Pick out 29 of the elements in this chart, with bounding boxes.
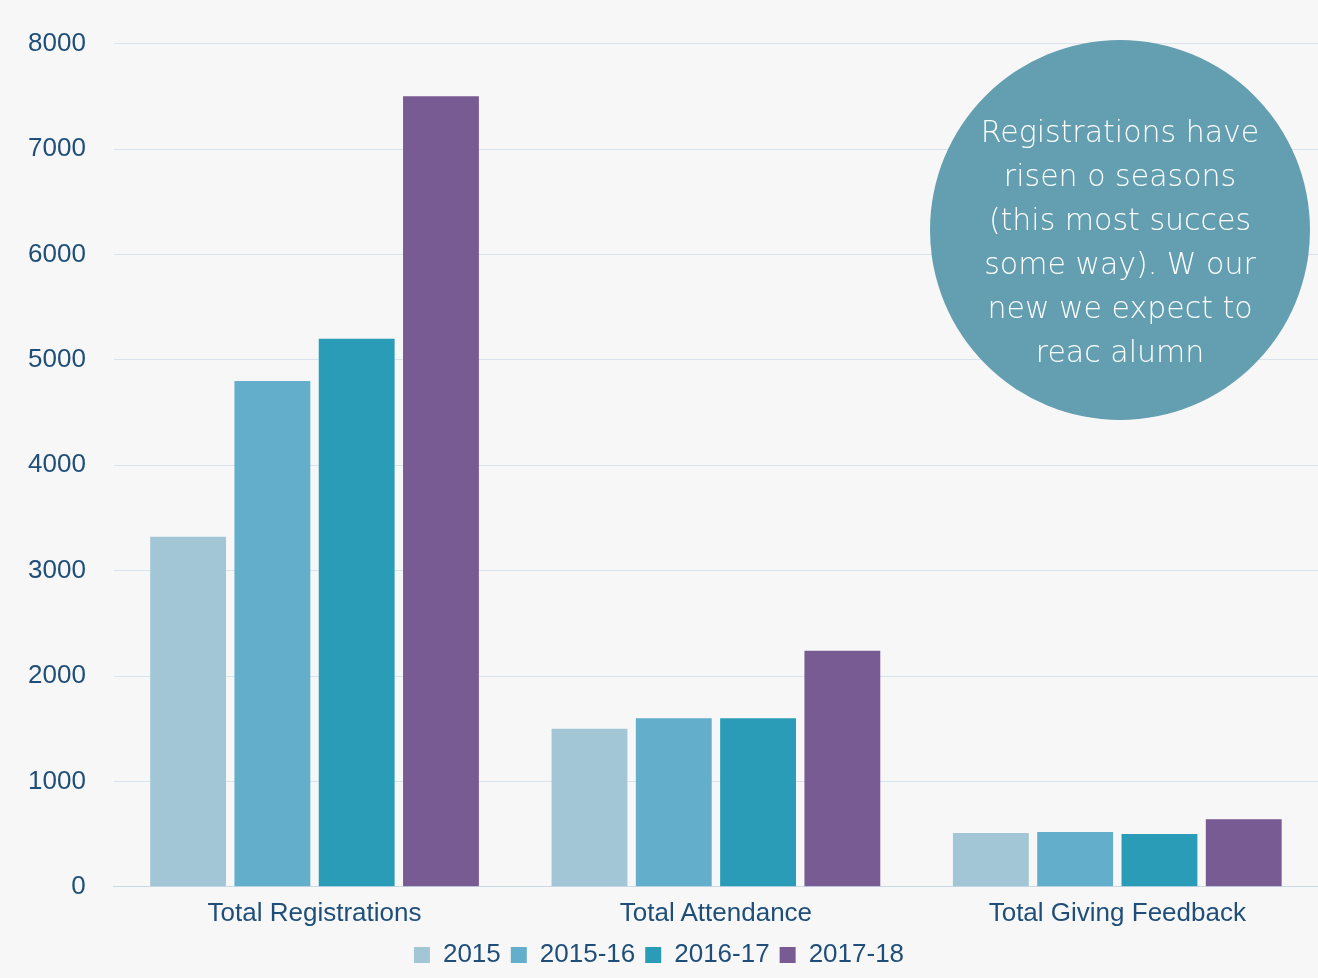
bar [635, 718, 712, 887]
bar [804, 650, 881, 887]
legend-label: 2017-18 [808, 938, 905, 969]
y-tick-label: 4000 [28, 448, 86, 479]
y-tick-label: 7000 [28, 132, 86, 163]
bar [234, 380, 311, 887]
legend-label: 2015-16 [539, 938, 636, 969]
y-tick-label: 5000 [28, 342, 86, 373]
y-tick-label: 0 [71, 869, 86, 900]
x-tick-label: Total Attendance [619, 896, 813, 927]
bar [1037, 831, 1114, 887]
bar [551, 728, 628, 887]
y-tick-label: 1000 [28, 764, 86, 795]
legend-label: 2015 [442, 938, 501, 969]
bar [318, 338, 395, 887]
x-tick-label: Total Giving Feedback [988, 896, 1247, 927]
y-tick-label: 6000 [28, 237, 86, 268]
bar [150, 536, 227, 887]
x-tick-label: Total Registrations [207, 896, 422, 927]
legend-label: 2016-17 [674, 938, 770, 969]
bar [720, 718, 796, 887]
y-tick-label: 2000 [28, 659, 86, 690]
bar [952, 833, 1029, 887]
bar [403, 96, 479, 887]
bar [1121, 834, 1198, 887]
annotation: Registrations have risen o seasons (this most succes some way). W our new we expect to reac alumn [979, 113, 1261, 371]
y-tick-label: 3000 [28, 553, 86, 584]
y-tick-label: 8000 [28, 26, 86, 57]
bar [1205, 819, 1282, 887]
